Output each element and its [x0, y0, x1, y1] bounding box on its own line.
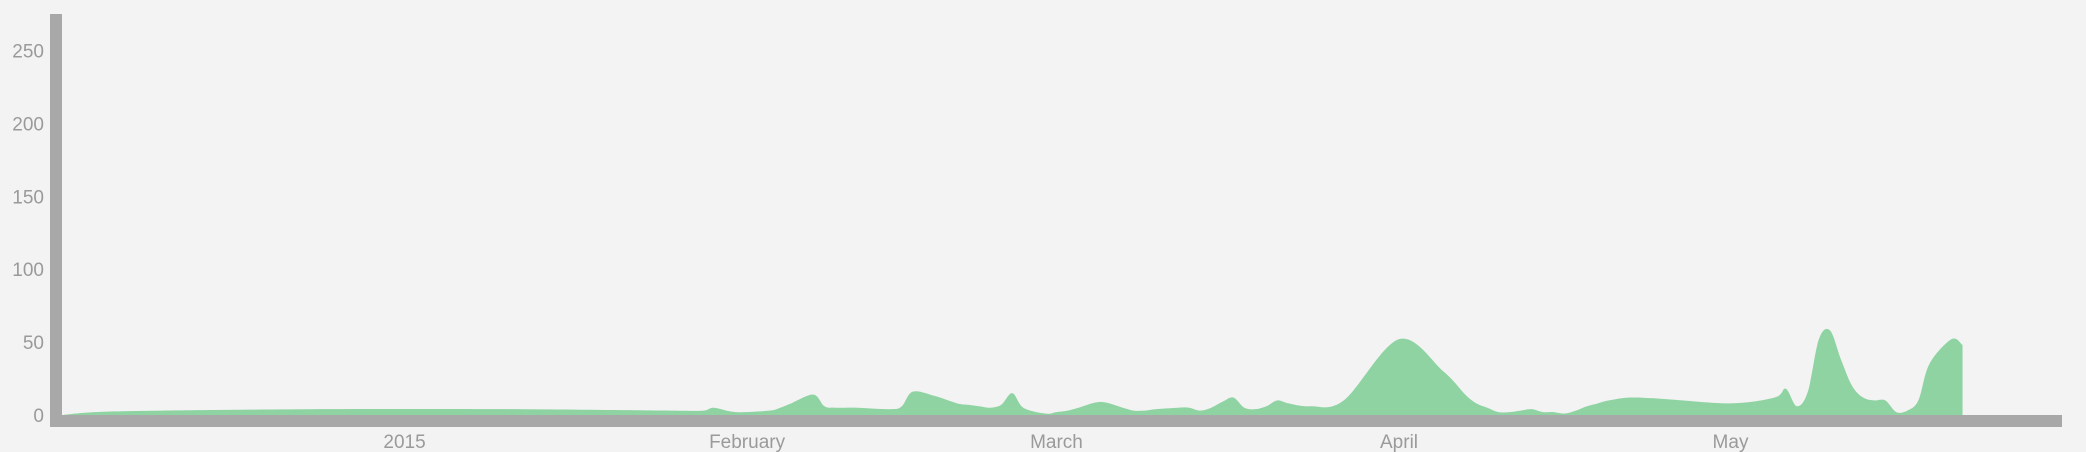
y-tick-label: 50 — [23, 333, 44, 354]
y-tick-label: 150 — [12, 187, 44, 208]
y-tick-label: 200 — [12, 114, 44, 135]
series-area — [62, 328, 1963, 415]
x-axis-ticks: 2015 February March April May — [383, 432, 1749, 452]
y-tick-label: 100 — [12, 260, 44, 281]
x-axis-line — [62, 415, 2062, 427]
x-tick-label: February — [709, 432, 786, 452]
y-axis-line — [50, 14, 62, 427]
x-tick-label: April — [1380, 432, 1418, 452]
y-tick-label: 250 — [12, 41, 44, 62]
y-tick-label: 0 — [33, 406, 44, 427]
x-tick-label: May — [1713, 432, 1749, 452]
x-tick-label: 2015 — [383, 432, 425, 452]
x-tick-label: March — [1030, 432, 1083, 452]
y-axis-ticks: 0 50 100 150 200 250 — [12, 41, 44, 427]
